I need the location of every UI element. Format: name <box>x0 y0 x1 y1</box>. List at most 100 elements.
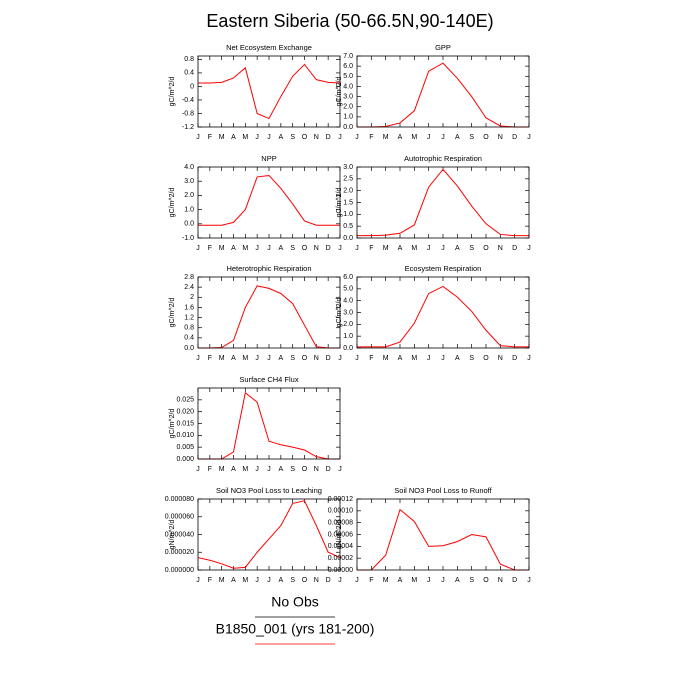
x-tick-label: A <box>398 134 403 141</box>
x-tick-label: A <box>231 245 236 252</box>
y-tick-label: 1.0 <box>343 114 353 121</box>
y-tick-label: 0.005 <box>176 444 194 451</box>
x-tick-label: N <box>498 355 503 362</box>
plot-frame <box>356 166 530 239</box>
x-tick-label: A <box>231 577 236 584</box>
x-tick-label: J <box>355 577 359 584</box>
x-tick-label: N <box>314 466 319 473</box>
x-tick-label: D <box>326 355 331 362</box>
y-tick-label: 0.00002 <box>328 555 353 562</box>
y-tick-label: 0.0 <box>343 345 353 352</box>
x-tick-label: F <box>208 134 212 141</box>
y-tick-label: 0.4 <box>184 335 194 342</box>
x-tick-label: J <box>338 134 342 141</box>
x-tick-label: D <box>512 134 517 141</box>
x-tick-label: N <box>498 134 503 141</box>
x-tick-label: S <box>469 245 474 252</box>
x-tick-label: M <box>383 577 389 584</box>
x-tick-label: A <box>398 245 403 252</box>
x-tick-label: S <box>290 245 295 252</box>
x-tick-label: D <box>326 134 331 141</box>
y-tick-label: 5.0 <box>343 73 353 80</box>
x-tick-label: O <box>302 355 308 362</box>
x-tick-label: J <box>527 355 531 362</box>
x-tick-label: M <box>219 134 225 141</box>
y-tick-label: 4.0 <box>184 164 194 171</box>
x-tick-label: J <box>267 577 271 584</box>
x-tick-label: M <box>242 577 248 584</box>
data-line <box>198 63 341 120</box>
x-tick-label: A <box>278 134 283 141</box>
x-tick-label: J <box>527 245 531 252</box>
y-tick-label: 3.0 <box>343 309 353 316</box>
x-tick-label: J <box>441 245 445 252</box>
figure-title: Eastern Siberia (50-66.5N,90-140E) <box>206 11 493 31</box>
y-tick-label: 2.8 <box>184 274 194 281</box>
y-tick-label: 2.0 <box>343 104 353 111</box>
x-tick-label: J <box>355 355 359 362</box>
x-tick-label: J <box>427 577 431 584</box>
y-tick-label: 0.010 <box>176 432 194 439</box>
x-tick-label: J <box>255 577 259 584</box>
x-tick-label: J <box>338 245 342 252</box>
y-tick-label: 0.8 <box>184 56 194 63</box>
x-tick-label: J <box>441 355 445 362</box>
x-tick-label: F <box>208 577 212 584</box>
y-tick-label: 0.00004 <box>328 543 353 550</box>
plot-frame <box>197 387 341 460</box>
panel-title: Soil NO3 Pool Loss to Leaching <box>216 486 322 495</box>
y-tick-label: 0.020 <box>176 409 194 416</box>
y-axis-label: gC/m^2/d <box>336 188 343 218</box>
x-tick-label: A <box>455 355 460 362</box>
y-tick-label: 2.0 <box>343 321 353 328</box>
x-tick-label: D <box>326 245 331 252</box>
y-tick-label: 0.8 <box>184 325 194 332</box>
x-tick-label: D <box>326 577 331 584</box>
x-tick-label: M <box>219 355 225 362</box>
x-tick-label: N <box>314 355 319 362</box>
panel-title: Net Ecosystem Exchange <box>226 43 312 52</box>
x-tick-label: A <box>278 245 283 252</box>
plot-frame <box>356 276 530 349</box>
y-tick-label: 4.0 <box>343 298 353 305</box>
x-tick-label: S <box>469 355 474 362</box>
y-tick-label: -1.2 <box>182 124 194 131</box>
plot-frame <box>197 55 341 128</box>
x-tick-label: D <box>512 355 517 362</box>
x-tick-label: N <box>498 245 503 252</box>
panel-title: Soil NO3 Pool Loss to Runoff <box>394 486 492 495</box>
y-tick-label: 0.000080 <box>165 496 194 503</box>
x-tick-label: M <box>242 245 248 252</box>
x-tick-label: M <box>383 245 389 252</box>
x-tick-label: F <box>208 355 212 362</box>
x-tick-label: O <box>483 577 489 584</box>
y-tick-label: 5.0 <box>343 286 353 293</box>
y-axis-label: gC/m^2/d <box>169 77 176 107</box>
data-line <box>198 174 340 226</box>
x-tick-label: J <box>255 466 259 473</box>
x-tick-label: M <box>242 466 248 473</box>
x-tick-label: M <box>219 466 225 473</box>
y-tick-label: 0.00000 <box>328 567 353 574</box>
x-tick-label: O <box>302 245 308 252</box>
panel-title: Autotrophic Respiration <box>404 154 482 163</box>
x-tick-label: J <box>255 355 259 362</box>
x-tick-label: D <box>326 466 331 473</box>
x-tick-label: S <box>290 466 295 473</box>
y-axis-label: gC/m^2/d <box>169 188 176 218</box>
y-tick-label: 2.4 <box>184 284 194 291</box>
x-tick-label: A <box>398 577 403 584</box>
x-tick-label: J <box>196 355 200 362</box>
y-tick-label: 3.0 <box>343 164 353 171</box>
x-tick-label: J <box>427 245 431 252</box>
y-tick-label: 1.0 <box>343 211 353 218</box>
data-line <box>197 500 341 569</box>
y-tick-label: 0.000 <box>176 456 194 463</box>
legend-label: B1850_001 (yrs 181-200) <box>216 621 375 637</box>
data-line <box>357 168 529 237</box>
y-tick-label: 1.2 <box>184 314 194 321</box>
x-tick-label: S <box>469 577 474 584</box>
y-tick-label: 0.025 <box>176 397 194 404</box>
x-tick-label: A <box>398 355 403 362</box>
x-tick-label: M <box>219 245 225 252</box>
